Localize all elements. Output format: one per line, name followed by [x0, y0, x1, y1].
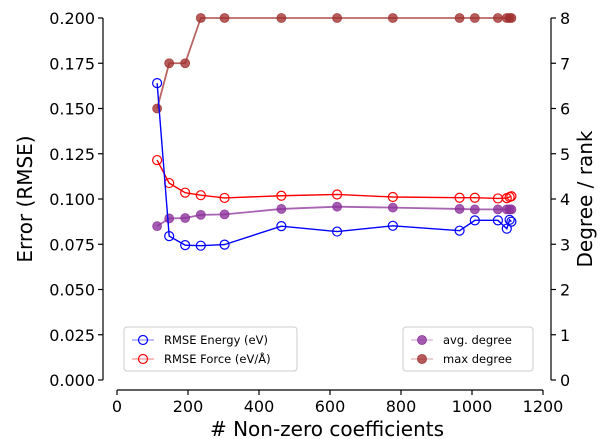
- data-point: [454, 13, 465, 23]
- data-point: [454, 192, 465, 203]
- data-point: [469, 204, 480, 215]
- y-axis-right-title: Degree / rank: [573, 130, 597, 267]
- y-axis-left-title: Error (RMSE): [13, 135, 37, 262]
- y-right-tick-label: 3: [560, 235, 570, 254]
- data-point: [454, 204, 465, 214]
- legend-marker: [417, 354, 427, 364]
- axes: 0 200 400 600 800 1000 1200 0.000 0.025 0.050 0.07…: [49, 9, 570, 416]
- legend-marker: [137, 334, 149, 346]
- data-point: [164, 58, 175, 69]
- data-point: [152, 78, 163, 89]
- data-point: [276, 13, 287, 23]
- y-right-tick-label: 5: [560, 145, 570, 164]
- data-point: [180, 213, 191, 223]
- legend-label: RMSE Force (eV/Å): [164, 351, 271, 366]
- legend-label: avg. degree: [443, 333, 512, 347]
- data-point: [493, 204, 503, 215]
- series-line: [156, 83, 512, 247]
- y-left-tick-label: 0.125: [49, 145, 95, 164]
- data-point: [387, 220, 398, 231]
- data-point: [493, 13, 503, 23]
- data-point: [332, 201, 343, 212]
- x-tick-label: 600: [315, 397, 346, 416]
- data-point: [501, 223, 512, 234]
- data-point: [195, 209, 206, 220]
- data-point: [152, 221, 163, 232]
- y-left-tick-label: 0.075: [49, 235, 95, 254]
- y-right-tick-label: 7: [560, 54, 570, 73]
- data-point: [219, 192, 230, 204]
- data-point: [469, 13, 480, 23]
- data-point: [332, 13, 343, 23]
- x-tick-label: 200: [173, 397, 204, 416]
- y-left-tick-label: 0.025: [49, 326, 95, 345]
- y-left-tick-label: 0.175: [49, 54, 95, 73]
- data-point: [469, 215, 480, 226]
- y-right-tick-label: 1: [560, 326, 570, 345]
- series-max-degree: [152, 13, 517, 114]
- legend-left: RMSE Energy (eV) RMSE Force (eV/Å): [123, 326, 298, 372]
- x-tick-label: 400: [244, 397, 275, 416]
- y-right-tick-label: 8: [560, 9, 570, 28]
- data-point: [506, 191, 517, 202]
- legends: RMSE Energy (eV) RMSE Force (eV/Å) avg. de…: [123, 326, 534, 372]
- data-point: [180, 240, 191, 251]
- data-point: [506, 204, 517, 215]
- legend-frame: [123, 326, 298, 372]
- legend-marker: [137, 353, 149, 365]
- data-point: [276, 204, 287, 214]
- y-right-tick-label: 4: [560, 190, 570, 209]
- y-left-tick-label: 0.100: [49, 190, 95, 209]
- data-point: [152, 154, 163, 166]
- y-left-tick-label: 0.050: [49, 281, 95, 300]
- data-point: [180, 187, 191, 198]
- data-point: [387, 191, 398, 203]
- data-point: [506, 13, 517, 23]
- data-point: [219, 239, 230, 250]
- data-point: [219, 13, 230, 23]
- x-tick-label: 800: [386, 397, 417, 416]
- data-point: [504, 214, 515, 225]
- data-point: [492, 215, 504, 226]
- data-point: [454, 225, 465, 236]
- data-point: [469, 192, 480, 203]
- y-right-tick-label: 6: [560, 100, 570, 119]
- y-left-tick-label: 0.150: [49, 100, 95, 119]
- y-right-tick-label: 0: [560, 371, 570, 390]
- data-point: [387, 202, 398, 213]
- series-rmse-energy-ev: [152, 78, 517, 251]
- data-point: [195, 240, 206, 251]
- data-point: [152, 103, 163, 114]
- data-point: [276, 190, 287, 201]
- data-point: [164, 213, 175, 224]
- y-left-tick-label: 0.200: [49, 9, 95, 28]
- x-tick-label: 0: [112, 397, 122, 416]
- series-line: [156, 17, 512, 109]
- data-point: [332, 226, 343, 237]
- series-rmse-force-ev: [152, 154, 517, 204]
- series-line: [156, 159, 512, 200]
- data-point: [332, 189, 343, 200]
- legend-frame: [402, 326, 534, 372]
- legend-label: RMSE Energy (eV): [164, 333, 268, 347]
- data-point: [219, 209, 230, 220]
- legend-label: max degree: [443, 352, 512, 366]
- x-tick-label: 1200: [523, 397, 564, 416]
- data-point: [387, 13, 398, 23]
- x-tick-label: 1000: [452, 397, 493, 416]
- data-point: [506, 216, 517, 227]
- legend-right: avg. degree max degree: [402, 326, 534, 372]
- y-right-tick-label: 2: [560, 281, 570, 300]
- series-avg-degree: [152, 201, 517, 232]
- data-point: [276, 221, 287, 232]
- data-point: [195, 13, 206, 23]
- plot-area: [152, 13, 517, 251]
- data-point: [195, 190, 206, 201]
- y-left-tick-label: 0.000: [49, 371, 95, 390]
- x-axis-title: # Non-zero coefficients: [210, 417, 444, 439]
- data-point: [180, 58, 191, 69]
- data-point: [164, 231, 175, 242]
- legend-marker: [417, 335, 427, 345]
